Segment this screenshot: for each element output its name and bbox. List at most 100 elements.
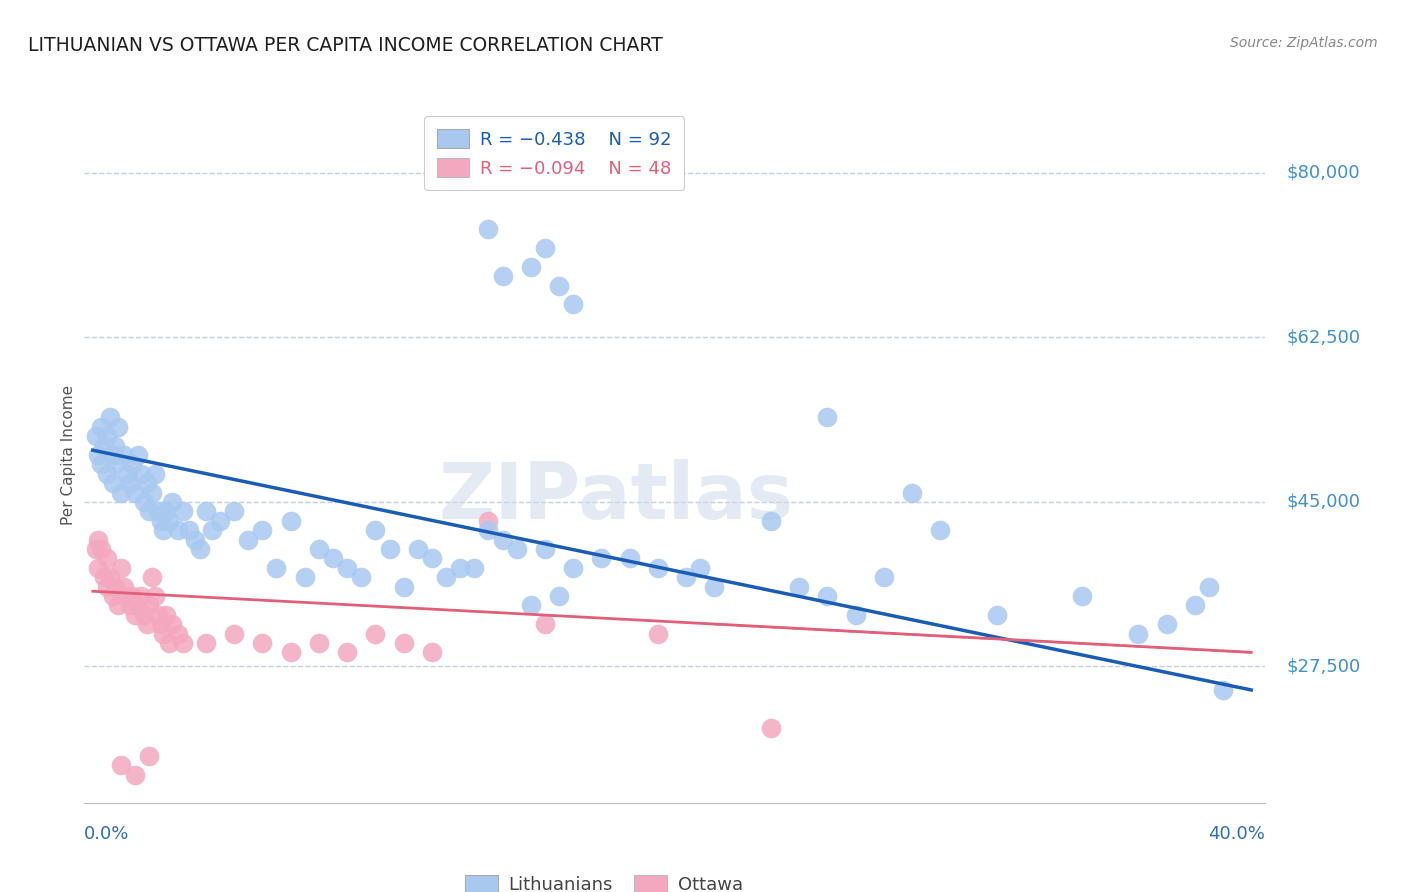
Point — [1156, 617, 1178, 632]
Text: 0.0%: 0.0% — [84, 825, 129, 843]
Point — [759, 514, 782, 528]
Point — [463, 560, 485, 574]
Point — [110, 485, 132, 500]
Point — [124, 607, 146, 622]
Point — [308, 541, 330, 556]
Point — [548, 589, 571, 603]
Point — [166, 523, 188, 537]
Point — [420, 551, 443, 566]
Point — [1198, 580, 1220, 594]
Point — [420, 645, 443, 659]
Point — [124, 767, 146, 781]
Legend: Lithuanians, Ottawa: Lithuanians, Ottawa — [458, 867, 751, 892]
Point — [115, 467, 138, 481]
Point — [138, 748, 160, 763]
Point — [308, 636, 330, 650]
Point — [166, 626, 188, 640]
Point — [1128, 626, 1150, 640]
Point — [127, 448, 149, 462]
Point — [364, 626, 387, 640]
Point — [188, 541, 211, 556]
Point — [121, 458, 143, 472]
Point — [135, 476, 157, 491]
Point — [172, 636, 194, 650]
Point — [200, 523, 222, 537]
Point — [280, 645, 302, 659]
Point — [132, 607, 155, 622]
Point — [172, 504, 194, 518]
Point — [929, 523, 952, 537]
Point — [84, 429, 107, 443]
Point — [155, 607, 177, 622]
Point — [96, 429, 118, 443]
Point — [619, 551, 641, 566]
Point — [96, 467, 118, 481]
Point — [93, 438, 115, 452]
Point — [759, 721, 782, 735]
Text: ZIPatlas: ZIPatlas — [439, 458, 793, 534]
Point — [127, 599, 149, 613]
Point — [194, 504, 217, 518]
Text: Source: ZipAtlas.com: Source: ZipAtlas.com — [1230, 36, 1378, 50]
Point — [112, 580, 135, 594]
Point — [118, 599, 141, 613]
Point — [534, 541, 557, 556]
Text: $27,500: $27,500 — [1286, 657, 1361, 675]
Point — [1070, 589, 1092, 603]
Point — [477, 222, 499, 236]
Point — [104, 580, 127, 594]
Point — [548, 278, 571, 293]
Point — [104, 438, 127, 452]
Point — [183, 533, 205, 547]
Point — [110, 758, 132, 772]
Point — [138, 599, 160, 613]
Text: $80,000: $80,000 — [1286, 164, 1360, 182]
Point — [98, 410, 121, 425]
Point — [112, 448, 135, 462]
Point — [647, 560, 669, 574]
Point — [87, 448, 110, 462]
Point — [336, 560, 359, 574]
Point — [146, 504, 169, 518]
Point — [141, 485, 163, 500]
Point — [101, 589, 124, 603]
Point — [787, 580, 810, 594]
Point — [152, 523, 174, 537]
Point — [534, 241, 557, 255]
Point — [562, 560, 585, 574]
Point — [194, 636, 217, 650]
Text: $45,000: $45,000 — [1286, 493, 1361, 511]
Point — [901, 485, 924, 500]
Point — [491, 269, 513, 284]
Point — [689, 560, 711, 574]
Point — [87, 560, 110, 574]
Point — [477, 514, 499, 528]
Point — [1212, 683, 1234, 698]
Point — [449, 560, 471, 574]
Point — [96, 551, 118, 566]
Point — [129, 467, 152, 481]
Text: $62,500: $62,500 — [1286, 328, 1361, 346]
Point — [238, 533, 260, 547]
Point — [378, 541, 401, 556]
Point — [477, 523, 499, 537]
Point — [157, 514, 180, 528]
Point — [406, 541, 429, 556]
Point — [520, 599, 543, 613]
Point — [149, 617, 172, 632]
Point — [322, 551, 344, 566]
Point — [101, 476, 124, 491]
Point — [505, 541, 527, 556]
Point — [141, 570, 163, 584]
Point — [534, 617, 557, 632]
Point — [138, 504, 160, 518]
Point — [84, 541, 107, 556]
Point — [280, 514, 302, 528]
Point — [392, 636, 415, 650]
Point — [252, 523, 274, 537]
Point — [224, 504, 246, 518]
Point — [160, 495, 183, 509]
Point — [562, 297, 585, 311]
Point — [520, 260, 543, 274]
Point — [107, 419, 129, 434]
